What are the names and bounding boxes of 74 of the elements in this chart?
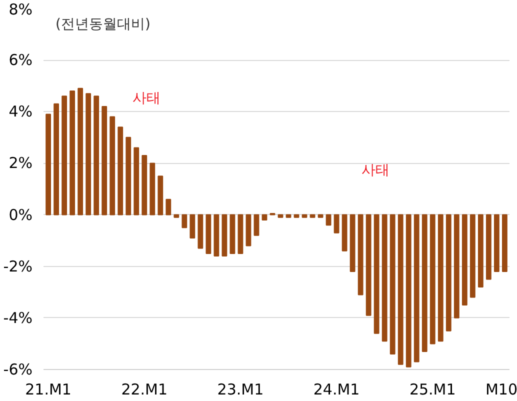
bar: [254, 214, 260, 236]
bar: [94, 96, 100, 216]
bar: [414, 214, 420, 362]
bar: [70, 90, 76, 216]
bar: [46, 114, 52, 216]
bar: [406, 214, 412, 368]
bar: [134, 147, 140, 216]
bar: [54, 103, 60, 216]
bar: [502, 214, 508, 272]
bar: [454, 214, 460, 318]
bar: [126, 136, 132, 216]
bar: [166, 198, 172, 216]
bar: [102, 106, 108, 216]
y-tick-label: 0%: [8, 206, 32, 224]
bar: [110, 116, 116, 216]
bar: [294, 214, 300, 218]
bar: [142, 154, 148, 216]
bar: [222, 214, 228, 257]
bar: [358, 214, 364, 296]
bar: [326, 214, 332, 226]
bar: [62, 96, 68, 216]
bar: [382, 214, 388, 342]
y-tick-label: 6%: [8, 51, 32, 70]
bar: [438, 214, 444, 342]
bar: [494, 214, 500, 272]
x-tick-label: 25.M1: [409, 380, 456, 398]
bar: [334, 214, 340, 234]
bar: [182, 214, 188, 228]
bar: [174, 214, 180, 218]
x-tick-label: 24.M1: [313, 380, 360, 398]
bar: [478, 214, 484, 288]
bar: [318, 214, 324, 218]
annotation: 사태: [362, 162, 390, 178]
text: (전년동월대비): [56, 16, 150, 32]
bar: [398, 214, 404, 365]
bar: [462, 214, 468, 306]
bar: [238, 214, 244, 254]
bar: [86, 93, 92, 216]
bar: [342, 214, 348, 252]
bar: [366, 214, 372, 316]
bar: [198, 214, 204, 249]
x-tick-label: 22.M1: [121, 380, 168, 398]
x-tick-label: 23.M1: [217, 380, 264, 398]
bar: [118, 126, 124, 216]
bar: [470, 214, 476, 298]
bar: [246, 214, 252, 246]
bar: [350, 214, 356, 272]
bar: [486, 214, 492, 280]
bar: [206, 214, 212, 254]
annotation: 사태: [132, 90, 160, 106]
y-tick-label: -2%: [3, 257, 33, 276]
bar: [230, 214, 236, 254]
bar: [422, 214, 428, 352]
x-tick-label: M10: [485, 380, 517, 398]
bar: [190, 214, 196, 238]
y-tick-label: 4%: [8, 102, 32, 121]
y-tick-label: 2%: [8, 154, 32, 172]
bar: [286, 214, 292, 218]
bar: [430, 214, 436, 344]
bar: [278, 214, 284, 218]
bar: [262, 214, 268, 220]
y-tick-label: 8%: [8, 0, 32, 18]
bar: [302, 214, 308, 218]
bar: [310, 214, 316, 218]
bar: [214, 214, 220, 257]
y-tick-label: -4%: [3, 308, 33, 327]
bar: [390, 214, 396, 355]
bar: [374, 214, 380, 334]
y-tick-label: -6%: [3, 360, 33, 378]
bar: [158, 176, 164, 216]
x-tick-label: 21.M1: [25, 380, 72, 398]
bar: [446, 214, 452, 332]
bar: [150, 162, 156, 216]
bar: [78, 88, 84, 216]
